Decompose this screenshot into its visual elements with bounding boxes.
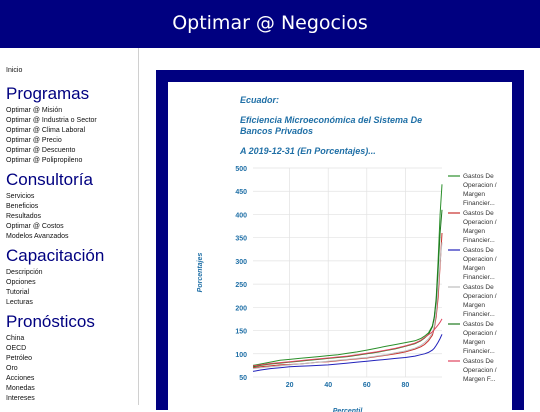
y-tick-label: 200	[235, 305, 247, 312]
sidebar-heading-capacitacion: Capacitación	[6, 246, 105, 265]
chart-title-line: Eficiencia Microeconómica del Sistema De	[240, 115, 423, 125]
y-tick-label: 400	[235, 212, 247, 219]
series-line-3	[252, 334, 443, 372]
chart-title-line: Bancos Privados	[240, 126, 314, 136]
x-tick-label: 40	[324, 382, 332, 389]
y-tick-label: 350	[235, 236, 247, 243]
sidebar-heading-programas: Programas	[6, 84, 90, 103]
sidebar-heading-pronosticos: Pronósticos	[6, 312, 95, 331]
y-tick-label: 50	[239, 375, 247, 382]
legend-label: Operacion /	[463, 256, 497, 263]
sidebar-link[interactable]: Tutorial	[6, 289, 30, 296]
line-chart: 50 100 150 200 250 300 350 400 450 500 20 40 60 80 Por…	[197, 166, 497, 412]
sidebar-link[interactable]: Optimar @ Industria o Sector	[6, 117, 97, 124]
legend-label: Gastos De	[463, 284, 494, 291]
legend-label: Margen	[463, 339, 485, 346]
series-line-2	[252, 232, 443, 369]
legend-label: Gastos De	[463, 321, 494, 328]
legend-label: Margen	[463, 265, 485, 272]
site-title: Optimar @ Negocios	[172, 12, 368, 34]
sidebar-link[interactable]: Resultados	[6, 213, 42, 220]
sidebar-nav: Inicio Programas Optimar @ Misión Optima…	[0, 48, 139, 405]
legend-label: Financier...	[463, 237, 495, 244]
legend-label: Operacion /	[463, 293, 497, 300]
site-header: Optimar @ Negocios	[0, 0, 540, 48]
sidebar-link[interactable]: Acciones	[6, 375, 35, 382]
chart-title-country: Ecuador:	[240, 95, 280, 105]
x-axis-title: Percentil	[333, 408, 364, 412]
legend-label: Margen	[463, 228, 485, 235]
sidebar-link[interactable]: Optimar @ Polipropileno	[6, 157, 83, 164]
sidebar-link[interactable]: Petróleo	[6, 355, 33, 362]
sidebar-link[interactable]: Optimar @ Costos	[6, 223, 64, 230]
sidebar-link[interactable]: Intereses	[6, 395, 35, 402]
x-tick-label: 80	[401, 382, 409, 389]
sidebar-link-home[interactable]: Inicio	[6, 67, 23, 74]
legend-label: Gastos De	[463, 247, 494, 254]
y-tick-label: 300	[235, 259, 247, 266]
sidebar-link[interactable]: Optimar @ Descuento	[6, 147, 76, 154]
y-tick-label: 100	[235, 352, 247, 359]
sidebar-link[interactable]: Opciones	[6, 279, 36, 286]
sidebar-link[interactable]: Optimar @ Clima Laboral	[6, 127, 86, 134]
legend-label: Margen	[463, 191, 485, 198]
y-axis-title: Porcentajes	[197, 253, 204, 293]
legend-label: Margen F...	[463, 376, 496, 383]
legend-label: Margen	[463, 302, 485, 309]
main-content: Ecuador: Eficiencia Microeconómica del S…	[140, 48, 540, 412]
legend-label: Operacion /	[463, 182, 497, 189]
chart-card: Ecuador: Eficiencia Microeconómica del S…	[168, 82, 512, 412]
sidebar-link[interactable]: Beneficios	[6, 203, 39, 210]
series-line-4	[252, 242, 443, 370]
sidebar-link[interactable]: Servicios	[6, 193, 35, 200]
legend-label: Financier...	[463, 274, 495, 281]
sidebar-link[interactable]: Lecturas	[6, 299, 33, 306]
series-line-6	[252, 318, 443, 367]
y-tick-label: 450	[235, 189, 247, 196]
x-tick-label: 20	[286, 382, 294, 389]
x-tick-label: 60	[363, 382, 371, 389]
y-tick-label: 250	[235, 282, 247, 289]
sidebar-link[interactable]: Oro	[6, 365, 18, 372]
sidebar-link[interactable]: Modelos Avanzados	[6, 233, 69, 240]
legend-label: Financier...	[463, 311, 495, 318]
legend-label: Gastos De	[463, 210, 494, 217]
legend-label: Gastos De	[463, 358, 494, 365]
y-tick-label: 150	[235, 329, 247, 336]
sidebar-link[interactable]: Descripción	[6, 269, 43, 276]
sidebar-link[interactable]: China	[6, 335, 25, 342]
legend-label: Operacion /	[463, 367, 497, 374]
sidebar-link[interactable]: Monedas	[6, 385, 35, 392]
chart-subtitle-date: A 2019-12-31 (En Porcentajes)...	[240, 146, 376, 156]
chart-frame: Ecuador: Eficiencia Microeconómica del S…	[156, 70, 524, 412]
sidebar-link[interactable]: Optimar @ Misión	[6, 107, 63, 114]
sidebar-heading-consultoria: Consultoría	[6, 170, 93, 189]
legend-label: Financier...	[463, 200, 495, 207]
legend-label: Financier...	[463, 348, 495, 355]
y-tick-label: 500	[235, 166, 247, 173]
sidebar-link[interactable]: OECD	[6, 345, 27, 352]
legend-label: Operacion /	[463, 330, 497, 337]
series-line-1	[252, 184, 443, 366]
legend-label: Gastos De	[463, 173, 494, 180]
legend-label: Operacion /	[463, 219, 497, 226]
sidebar-link[interactable]: Optimar @ Precio	[6, 137, 62, 144]
